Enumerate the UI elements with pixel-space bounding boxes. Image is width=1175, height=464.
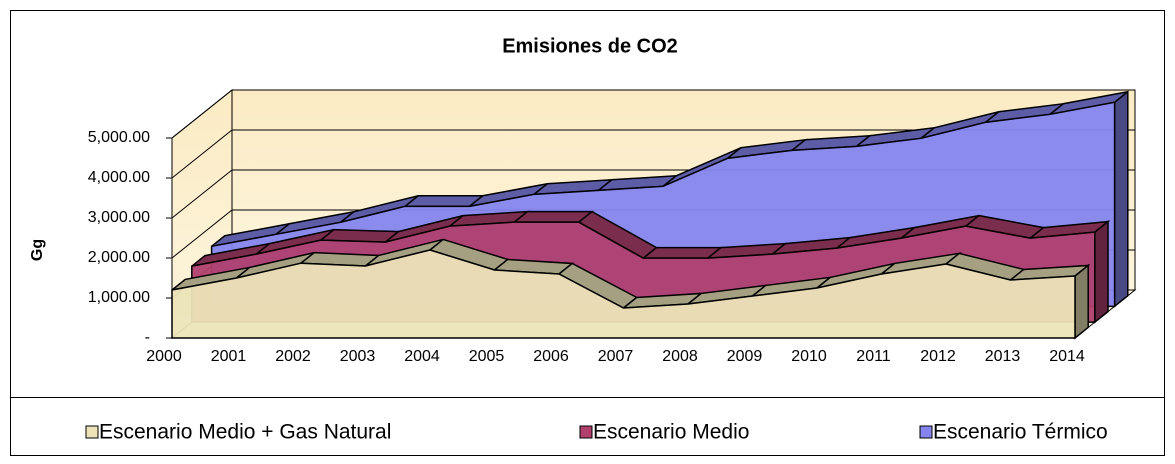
legend-label: Escenario Medio + Gas Natural — [99, 421, 391, 444]
area-side — [1074, 263, 1089, 340]
legend-label: Escenario Medio — [593, 421, 749, 444]
x-tick-label: 2005 — [469, 348, 505, 365]
y-tick-label: 4,000.00 — [88, 169, 150, 186]
x-tick-label: 2000 — [146, 348, 182, 365]
x-tick-label: 2011 — [856, 348, 891, 365]
plot: - 1,000.00 2,000.00 3,000.00 4,000.00 5,000.0… — [88, 88, 1137, 365]
x-tick-label: 2007 — [598, 348, 634, 365]
grid-line — [171, 89, 1135, 139]
series — [171, 238, 1091, 340]
x-tick-label: 2002 — [275, 348, 311, 365]
y-tick-label: 1,000.00 — [88, 289, 150, 306]
x-tick-label: 2004 — [404, 348, 440, 365]
legend-swatch — [919, 425, 933, 439]
legend: Escenario Medio + Gas Natural Escenario M… — [85, 421, 1108, 444]
x-tick-label: 2006 — [533, 348, 569, 365]
x-tick-label: 2008 — [662, 348, 698, 365]
x-tick-label: 2003 — [340, 348, 376, 365]
legend-swatch — [85, 425, 99, 439]
grid-line — [171, 129, 1135, 179]
x-tick-label: 2009 — [727, 348, 763, 365]
y-tick-label: - — [145, 329, 150, 346]
area-side — [1113, 90, 1129, 308]
x-tick-label: 2001 — [211, 348, 247, 365]
area-side — [1094, 220, 1109, 324]
chart-title: Emisiones de CO2 — [502, 35, 678, 57]
y-axis-label: Gg — [29, 239, 46, 261]
x-tick-label: 2014 — [1049, 348, 1085, 365]
legend-swatch — [579, 425, 593, 439]
area — [171, 249, 1076, 339]
y-tick-label: 3,000.00 — [88, 209, 150, 226]
x-tick-label: 2012 — [920, 348, 956, 365]
y-tick-label: 2,000.00 — [88, 249, 150, 266]
x-tick-label: 2010 — [791, 348, 827, 365]
x-tick-label: 2013 — [985, 348, 1021, 365]
legend-label: Escenario Térmico — [933, 421, 1108, 444]
y-tick-label: 5,000.00 — [88, 129, 150, 146]
